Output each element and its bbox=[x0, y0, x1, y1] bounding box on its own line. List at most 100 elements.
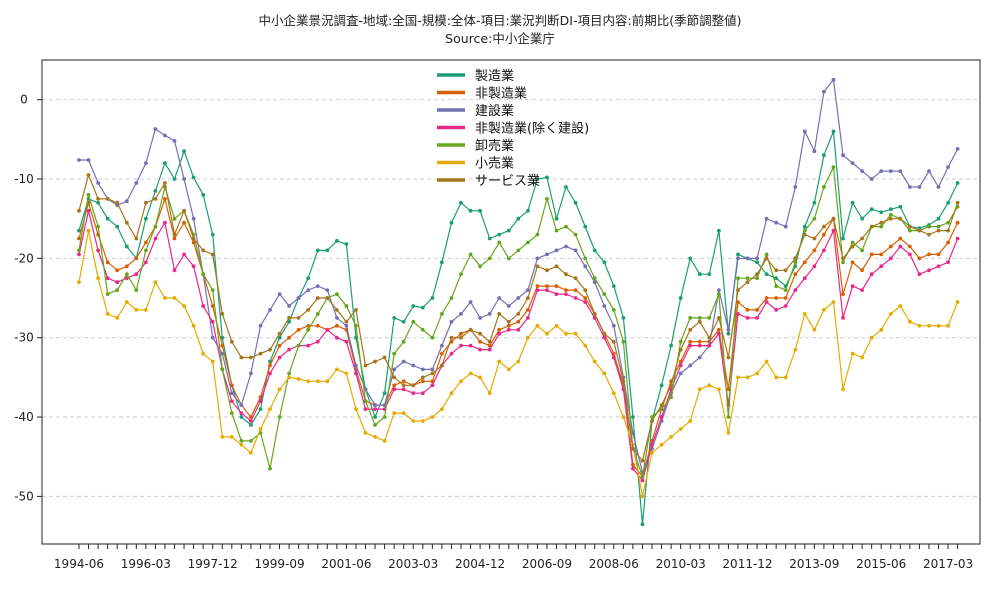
data-point bbox=[450, 336, 454, 340]
data-point bbox=[870, 272, 874, 276]
data-point bbox=[220, 344, 224, 348]
x-tick-label: 2015-06 bbox=[856, 557, 906, 571]
data-point bbox=[77, 209, 81, 213]
data-point bbox=[679, 348, 683, 352]
data-point bbox=[259, 399, 263, 403]
data-point bbox=[574, 276, 578, 280]
data-point bbox=[937, 185, 941, 189]
data-point bbox=[908, 253, 912, 257]
data-point bbox=[516, 217, 520, 221]
data-point bbox=[688, 316, 692, 320]
data-point bbox=[211, 233, 215, 237]
data-point bbox=[555, 292, 559, 296]
data-point bbox=[908, 229, 912, 233]
data-point bbox=[144, 217, 148, 221]
data-point bbox=[956, 237, 960, 241]
data-point bbox=[879, 221, 883, 225]
data-point bbox=[96, 249, 100, 253]
data-point bbox=[306, 344, 310, 348]
data-point bbox=[669, 435, 673, 439]
data-point bbox=[516, 360, 520, 364]
data-point bbox=[373, 435, 377, 439]
data-point bbox=[650, 419, 654, 423]
series-group bbox=[77, 229, 959, 499]
data-point bbox=[325, 288, 329, 292]
data-point bbox=[421, 419, 425, 423]
data-point bbox=[306, 328, 310, 332]
data-point bbox=[411, 383, 415, 387]
data-point bbox=[478, 348, 482, 352]
data-point bbox=[134, 181, 138, 185]
data-point bbox=[574, 233, 578, 237]
data-point bbox=[173, 237, 177, 241]
data-point bbox=[488, 391, 492, 395]
data-point bbox=[96, 276, 100, 280]
data-point bbox=[851, 352, 855, 356]
legend-label: 小売業 bbox=[475, 156, 514, 172]
data-point bbox=[488, 257, 492, 261]
data-point bbox=[421, 391, 425, 395]
data-point bbox=[803, 276, 807, 280]
data-point bbox=[784, 268, 788, 272]
data-point bbox=[555, 264, 559, 268]
data-point bbox=[115, 225, 119, 229]
data-point bbox=[860, 249, 864, 253]
data-point bbox=[297, 296, 301, 300]
data-point bbox=[536, 264, 540, 268]
data-point bbox=[918, 272, 922, 276]
data-point bbox=[679, 372, 683, 376]
data-point bbox=[622, 379, 626, 383]
data-point bbox=[478, 209, 482, 213]
data-point bbox=[927, 233, 931, 237]
data-point bbox=[134, 288, 138, 292]
chart-subtitle: Source:中小企業庁 bbox=[445, 31, 555, 46]
data-point bbox=[182, 253, 186, 257]
data-point bbox=[593, 249, 597, 253]
data-point bbox=[717, 387, 721, 391]
data-point bbox=[488, 312, 492, 316]
data-point bbox=[784, 288, 788, 292]
data-point bbox=[851, 241, 855, 245]
data-point bbox=[431, 336, 435, 340]
data-point bbox=[889, 213, 893, 217]
data-point bbox=[707, 344, 711, 348]
data-point bbox=[774, 376, 778, 380]
data-point bbox=[287, 336, 291, 340]
data-point bbox=[354, 324, 358, 328]
data-point bbox=[125, 199, 129, 203]
data-point bbox=[583, 288, 587, 292]
data-point bbox=[832, 165, 836, 169]
data-point bbox=[841, 316, 845, 320]
data-point bbox=[908, 245, 912, 249]
data-point bbox=[813, 201, 817, 205]
data-point bbox=[879, 169, 883, 173]
data-point bbox=[211, 288, 215, 292]
data-point bbox=[813, 264, 817, 268]
data-point bbox=[746, 308, 750, 312]
data-point bbox=[679, 364, 683, 368]
data-point bbox=[345, 320, 349, 324]
data-point bbox=[612, 340, 616, 344]
data-point bbox=[507, 257, 511, 261]
data-point bbox=[335, 292, 339, 296]
data-point bbox=[287, 372, 291, 376]
data-point bbox=[660, 415, 664, 419]
data-point bbox=[641, 459, 645, 463]
data-point bbox=[325, 328, 329, 332]
data-point bbox=[134, 237, 138, 241]
data-point bbox=[125, 300, 129, 304]
data-point bbox=[154, 197, 158, 201]
data-point bbox=[765, 217, 769, 221]
data-point bbox=[851, 245, 855, 249]
data-point bbox=[134, 257, 138, 261]
data-point bbox=[898, 169, 902, 173]
data-point bbox=[173, 177, 177, 181]
data-point bbox=[851, 201, 855, 205]
data-point bbox=[335, 336, 339, 340]
data-point bbox=[622, 415, 626, 419]
data-point bbox=[335, 308, 339, 312]
data-point bbox=[96, 201, 100, 205]
data-point bbox=[889, 312, 893, 316]
data-point bbox=[784, 296, 788, 300]
